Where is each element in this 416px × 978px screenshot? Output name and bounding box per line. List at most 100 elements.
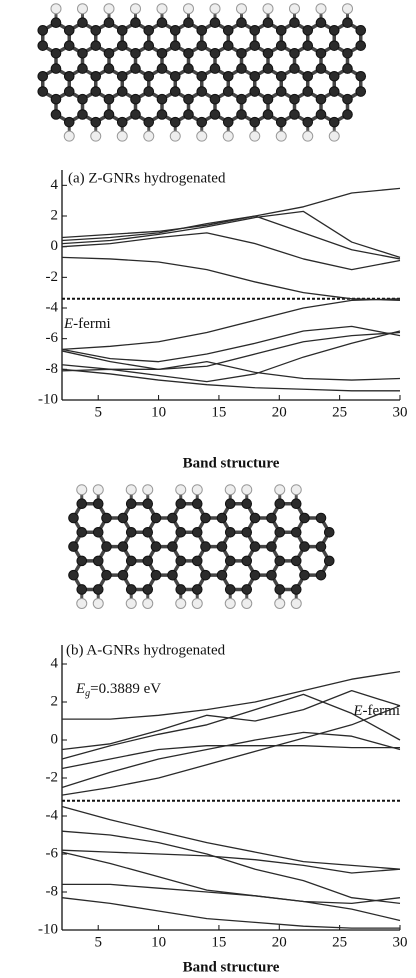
- carbon-atom: [356, 26, 366, 36]
- carbon-atom: [201, 570, 211, 580]
- carbon-atom: [64, 41, 74, 51]
- carbon-atom: [217, 513, 227, 523]
- carbon-atom: [242, 527, 252, 537]
- hydrogen-atom: [117, 131, 127, 141]
- carbon-atom: [143, 499, 153, 509]
- hydrogen-atom: [157, 4, 167, 14]
- carbon-atom: [343, 49, 353, 59]
- carbon-atom: [126, 556, 136, 566]
- hydrogen-atom: [329, 131, 339, 141]
- carbon-atom: [64, 71, 74, 81]
- carbon-atom: [93, 585, 103, 595]
- carbon-atom: [157, 64, 167, 74]
- carbon-atom: [38, 41, 48, 51]
- hydrogen-atom: [64, 131, 74, 141]
- carbon-atom: [51, 49, 61, 59]
- carbon-atom: [291, 556, 301, 566]
- carbon-atom: [276, 71, 286, 81]
- carbon-atom: [223, 41, 233, 51]
- carbon-atom: [91, 41, 101, 51]
- carbon-atom: [157, 18, 167, 28]
- carbon-atom: [126, 527, 136, 537]
- fermi-text: -fermi: [363, 703, 400, 719]
- carbon-atom: [77, 499, 87, 509]
- hydrogen-atom: [237, 4, 247, 14]
- carbon-atom: [343, 64, 353, 74]
- carbon-atom: [93, 499, 103, 509]
- carbon-atom: [51, 94, 61, 104]
- carbon-atom: [290, 18, 300, 28]
- hydrogen-atom: [276, 131, 286, 141]
- carbon-atom: [303, 26, 313, 36]
- fermi-label: E-fermi: [63, 316, 111, 332]
- figure: (a) Z-GNRs hydrogenated E-fermi Band str…: [0, 0, 416, 978]
- carbon-atom: [324, 556, 334, 566]
- carbon-atom: [78, 49, 88, 59]
- x-tick-label: 5: [94, 404, 102, 420]
- carbon-atom: [176, 556, 186, 566]
- x-tick-label: 15: [211, 934, 226, 950]
- carbon-atom: [78, 110, 88, 120]
- x-tick-label: 30: [393, 934, 408, 950]
- hydrogen-atom: [316, 4, 326, 14]
- y-tick-label: -8: [46, 361, 59, 377]
- carbon-atom: [51, 110, 61, 120]
- carbon-atom: [170, 26, 180, 36]
- y-tick-label: 4: [51, 655, 59, 671]
- hydrogen-atom: [242, 598, 252, 608]
- x-tick-label: 10: [151, 934, 166, 950]
- gap-text: =0.3889 eV: [90, 681, 161, 697]
- band-line: [62, 746, 400, 769]
- hydrogen-atom: [126, 598, 136, 608]
- y-tick-label: -2: [46, 269, 59, 285]
- y-tick-label: -10: [38, 391, 58, 407]
- x-axis-label: Band structure: [183, 959, 280, 975]
- carbon-atom: [64, 26, 74, 36]
- carbon-atom: [329, 41, 339, 51]
- carbon-atom: [184, 94, 194, 104]
- carbon-atom: [210, 94, 220, 104]
- carbon-atom: [303, 41, 313, 51]
- carbon-atom: [223, 26, 233, 36]
- carbon-atom: [91, 87, 101, 97]
- hydrogen-atom: [250, 131, 260, 141]
- gap-symbol: E: [75, 681, 85, 697]
- hydrogen-atom: [126, 485, 136, 495]
- y-tick-label: 0: [51, 238, 59, 254]
- carbon-atom: [316, 513, 326, 523]
- carbon-atom: [242, 556, 252, 566]
- band-line: [62, 188, 400, 237]
- carbon-atom: [69, 570, 79, 580]
- carbon-atom: [324, 527, 334, 537]
- carbon-atom: [291, 499, 301, 509]
- y-tick-label: -4: [46, 807, 59, 823]
- carbon-atom: [197, 71, 207, 81]
- carbon-atom: [223, 71, 233, 81]
- carbon-atom: [197, 41, 207, 51]
- carbon-atom: [237, 18, 247, 28]
- carbon-atom: [131, 64, 141, 74]
- carbon-atom: [144, 26, 154, 36]
- carbon-atom: [329, 71, 339, 81]
- carbon-atom: [300, 513, 310, 523]
- carbon-atom: [316, 110, 326, 120]
- carbon-atom: [303, 117, 313, 127]
- carbon-atom: [237, 64, 247, 74]
- hydrogen-atom: [192, 485, 202, 495]
- carbon-atom: [291, 527, 301, 537]
- hydrogen-atom: [104, 4, 114, 14]
- carbon-atom: [91, 117, 101, 127]
- band-line: [62, 852, 400, 920]
- carbon-atom: [290, 110, 300, 120]
- carbon-atom: [316, 64, 326, 74]
- fermi-text: -fermi: [73, 316, 110, 332]
- carbon-atom: [250, 513, 260, 523]
- zigzag-ribbon-structure: [38, 4, 366, 141]
- carbon-atom: [157, 94, 167, 104]
- carbon-atom: [316, 542, 326, 552]
- carbon-atom: [176, 499, 186, 509]
- carbon-atom: [151, 570, 161, 580]
- carbon-atom: [170, 87, 180, 97]
- hydrogen-atom: [93, 485, 103, 495]
- carbon-atom: [192, 585, 202, 595]
